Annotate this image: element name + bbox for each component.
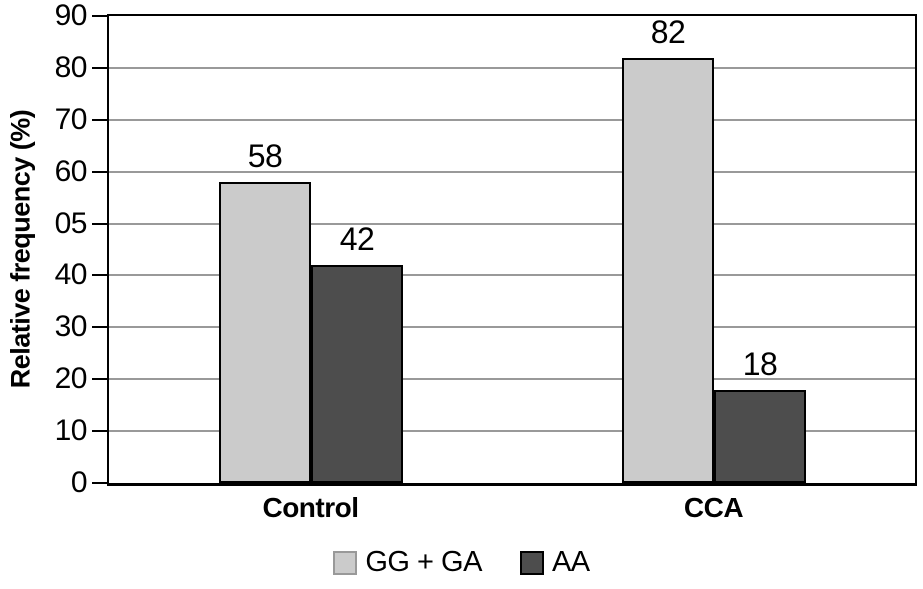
y-tick-label-20: 20	[54, 362, 88, 396]
y-tick-mark-20	[92, 378, 107, 381]
y-tick-label-40: 40	[54, 258, 88, 292]
gridline-40	[109, 274, 915, 277]
y-tick-mark-70	[92, 118, 107, 121]
bar-cca-gg-ga	[622, 58, 714, 483]
y-tick-mark-50	[92, 222, 107, 225]
y-axis-title: Relative frequency (%)	[5, 109, 36, 389]
legend: GG + GA AA	[0, 546, 923, 579]
y-tick-mark-30	[92, 326, 107, 329]
y-tick-label-0: 0	[70, 466, 88, 499]
gridline-60	[109, 170, 915, 173]
x-category-label-control: Control	[262, 492, 359, 523]
y-tick-label-10: 10	[54, 414, 88, 448]
gridline-70	[109, 118, 915, 121]
bar-control-gg-ga	[219, 182, 311, 483]
y-tick-label-90: 90	[54, 0, 88, 32]
legend-item-gg-ga: GG + GA	[333, 546, 482, 579]
bar-value-label-control-gg-ga: 58	[247, 138, 283, 174]
legend-swatch-aa	[519, 550, 544, 575]
y-tick-label-50: 05	[54, 206, 88, 240]
gridline-50	[109, 222, 915, 225]
legend-label-gg-ga: GG + GA	[365, 546, 482, 578]
bar-cca-aa	[714, 390, 806, 483]
legend-item-aa: AA	[519, 546, 590, 579]
bar-control-aa	[311, 265, 403, 483]
y-tick-mark-80	[92, 66, 107, 69]
bar-value-label-control-aa: 42	[339, 221, 375, 257]
y-tick-mark-60	[92, 170, 107, 173]
gridline-30	[109, 326, 915, 329]
legend-swatch-gg-ga	[333, 550, 358, 575]
y-tick-label-60: 60	[54, 154, 88, 188]
gridline-10	[109, 430, 915, 433]
legend-label-aa: AA	[551, 546, 590, 578]
y-tick-label-70: 70	[54, 102, 88, 136]
plot-area: 0 10 20 30 40 05 60 70 80 90 58 42 82 18	[55, 1, 917, 498]
y-tick-mark-40	[92, 274, 107, 277]
y-tick-mark-90	[92, 15, 107, 17]
y-tick-mark-10	[92, 430, 107, 433]
y-tick-label-30: 30	[54, 310, 88, 344]
bar-value-label-cca-gg-ga: 82	[650, 14, 686, 50]
y-tick-label-80: 80	[54, 50, 88, 84]
x-category-label-cca: CCA	[683, 492, 744, 523]
gridline-20	[109, 378, 915, 381]
gridline-80	[109, 66, 915, 69]
y-tick-mark-0	[92, 482, 107, 484]
bar-value-label-cca-aa: 18	[742, 346, 778, 382]
